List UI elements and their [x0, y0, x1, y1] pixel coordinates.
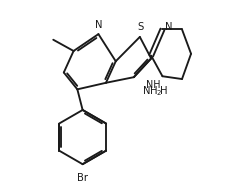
Text: H: H [159, 86, 166, 96]
Text: Br: Br [77, 173, 88, 183]
Text: NH: NH [146, 80, 160, 90]
Text: N: N [95, 20, 102, 30]
Text: S: S [136, 22, 143, 32]
Text: N: N [164, 22, 171, 32]
Text: NH$_2$: NH$_2$ [141, 84, 161, 98]
